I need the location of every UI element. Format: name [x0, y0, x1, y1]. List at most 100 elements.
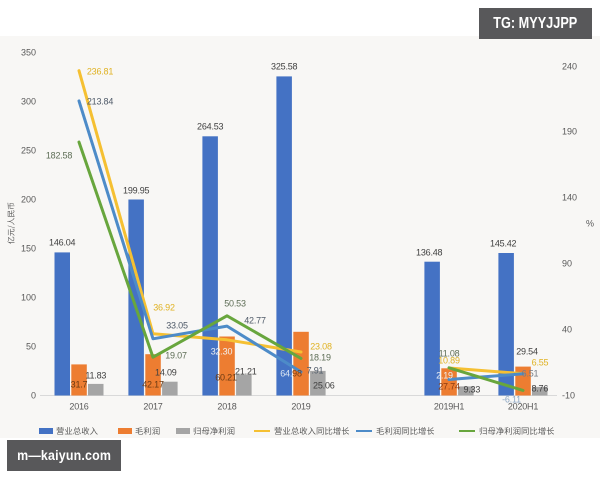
line-label-归母净利润同比增长-2018: 50.53 [224, 298, 246, 309]
line-label-营业总收入同比增长-2016: 236.81 [86, 66, 114, 77]
bar-营业总收入-2016 [54, 252, 70, 396]
line-label-毛利润同比增长-2018: 42.77 [244, 315, 266, 326]
cjk-text-path [193, 426, 235, 435]
label-part: 64. [280, 368, 293, 379]
line-毛利润同比增长 [447, 372, 525, 381]
bar-归母净利润-2017 [162, 381, 178, 396]
watermark-badge-top-right: TG: MYYJJPP [479, 8, 592, 39]
bar-归母净利润-2019H1 [458, 386, 474, 396]
bar-营业总收入-2020H1 [498, 253, 514, 396]
x-axis-tick-2019: 2019 [291, 401, 311, 412]
label-part: 98 [292, 368, 302, 379]
legend-label [274, 426, 350, 436]
bar-归母净利润-2016 [88, 383, 104, 396]
legend-marker-line [254, 429, 270, 432]
bar-归母净利润-2019 [310, 370, 326, 396]
left-axis-tick-200: 200 [20, 194, 36, 204]
right-axis-tick-140: 140 [562, 192, 578, 203]
bar-label-毛利润-2017: 42.17 [142, 379, 164, 390]
bar-label-归母净利润-2018: 21.21 [235, 366, 257, 377]
bar-label-营业总收入-2019: 325.58 [271, 61, 298, 72]
watermark-text-top-right: TG: MYYJJPP [493, 14, 578, 32]
left-axis-tick-250: 250 [20, 145, 36, 155]
right-axis-tick--10: -10 [562, 390, 576, 400]
line-label-毛利润同比增长-2020H1: 6.51 [521, 368, 539, 379]
cjk-text-path [274, 426, 349, 435]
cjk-text-path [479, 426, 554, 435]
bar-label-毛利润-2020H1: 29.54 [516, 346, 538, 357]
line-label-归母净利润同比增长-2020H1: -6.11 [502, 394, 521, 405]
legend-marker-bar [118, 428, 132, 434]
x-axis-tick-2020H1: 2020H1 [507, 401, 539, 412]
bar-营业总收入-2019H1 [424, 261, 440, 396]
legend-label [56, 426, 98, 436]
bar-毛利润-2018 [219, 336, 235, 396]
bar-毛利润-2016 [71, 364, 87, 396]
bar-label-归母净利润-2016: 11.83 [85, 370, 107, 381]
line-label-归母净利润同比增长-2016: 182.58 [45, 150, 73, 161]
bar-label-营业总收入-2019H1: 136.48 [416, 247, 443, 258]
bar-毛利润-2019H1 [441, 368, 457, 396]
left-axis-tick-300: 300 [20, 96, 36, 106]
watermark-badge-bottom-left: m—kaiyun.com [7, 440, 121, 471]
line-label-营业总收入同比增长-2019: 23.08 [310, 341, 332, 352]
right-axis-title: % [585, 218, 595, 229]
line-label-归母净利润同比增长-2019H1: 11.08 [438, 348, 460, 359]
line-label-营业总收入同比增长-2017: 36.92 [153, 302, 175, 313]
line-label-营业总收入同比增长-2018: 32.30 [210, 346, 233, 357]
line-归母净利润同比增长 [77, 140, 303, 360]
cjk-text-path [135, 426, 160, 435]
bar-label-营业总收入-2017: 199.95 [123, 185, 150, 196]
left-axis-tick-150: 150 [20, 243, 36, 253]
legend-label [479, 426, 555, 436]
right-axis-tick-190: 190 [562, 126, 578, 137]
bar-label-营业总收入-2016: 146.04 [49, 237, 76, 248]
line-label-毛利润同比增长-2019: 7.91 [306, 365, 324, 376]
bar-label-归母净利润-2017: 14.09 [155, 367, 177, 378]
right-axis-tick-40: 40 [562, 324, 573, 335]
left-axis-title [2, 202, 20, 244]
legend-label [135, 426, 160, 436]
legend-label [376, 426, 435, 436]
cjk-text-path [7, 202, 16, 244]
line-营业总收入同比增长 [447, 366, 525, 376]
line-label-营业总收入同比增长-2019H1: 10.89 [438, 355, 460, 365]
line-毛利润同比增长 [77, 99, 303, 374]
line-label-毛利润同比增长-2017: 33.05 [166, 320, 188, 331]
legend-label [193, 426, 235, 436]
bar-归母净利润-2018 [236, 374, 252, 396]
bar-营业总收入-2018 [202, 136, 218, 396]
legend-marker-line [356, 429, 372, 432]
x-axis-tick-2017: 2017 [143, 401, 163, 412]
cjk-text-path [376, 426, 435, 435]
line-label-归母净利润同比增长-2017: 19.07 [165, 350, 187, 361]
bar-归母净利润-2020H1 [532, 386, 548, 396]
line-label-营业总收入同比增长-2020H1: 6.55 [531, 357, 549, 368]
legend-marker-bar [39, 428, 53, 434]
bar-label-营业总收入-2020H1: 145.42 [490, 238, 517, 249]
bar-毛利润-2019 [293, 331, 309, 396]
bar-label-归母净利润-2019H1: 9.33 [463, 384, 481, 395]
cjk-text-path [56, 426, 98, 435]
right-axis-tick-240: 240 [562, 61, 578, 71]
right-axis-tick-90: 90 [562, 258, 573, 269]
bar-label-毛利润-2019: 64.98 [280, 369, 302, 378]
bar-营业总收入-2019 [276, 76, 292, 396]
legend-marker-line [459, 429, 475, 432]
bar-毛利润-2017 [145, 354, 161, 396]
line-label-毛利润同比增长-2019H1: 2.19 [436, 370, 453, 381]
bar-label-毛利润-2018: 60.21 [215, 372, 237, 383]
x-axis-tick-2019H1: 2019H1 [433, 401, 465, 412]
left-axis-tick-350: 350 [20, 47, 36, 57]
line-label-归母净利润同比增长-2019: 18.19 [309, 352, 331, 363]
left-axis-tick-100: 100 [20, 292, 36, 302]
bar-label-营业总收入-2018: 264.53 [197, 121, 224, 132]
line-归母净利润同比增长 [447, 366, 525, 392]
legend-marker-bar [176, 428, 190, 434]
bar-营业总收入-2017 [128, 199, 144, 396]
bar-label-毛利润-2019H1: 27.74 [438, 381, 460, 392]
line-label-毛利润同比增长-2016: 213.84 [86, 96, 114, 107]
x-axis-tick-2018: 2018 [217, 401, 237, 412]
